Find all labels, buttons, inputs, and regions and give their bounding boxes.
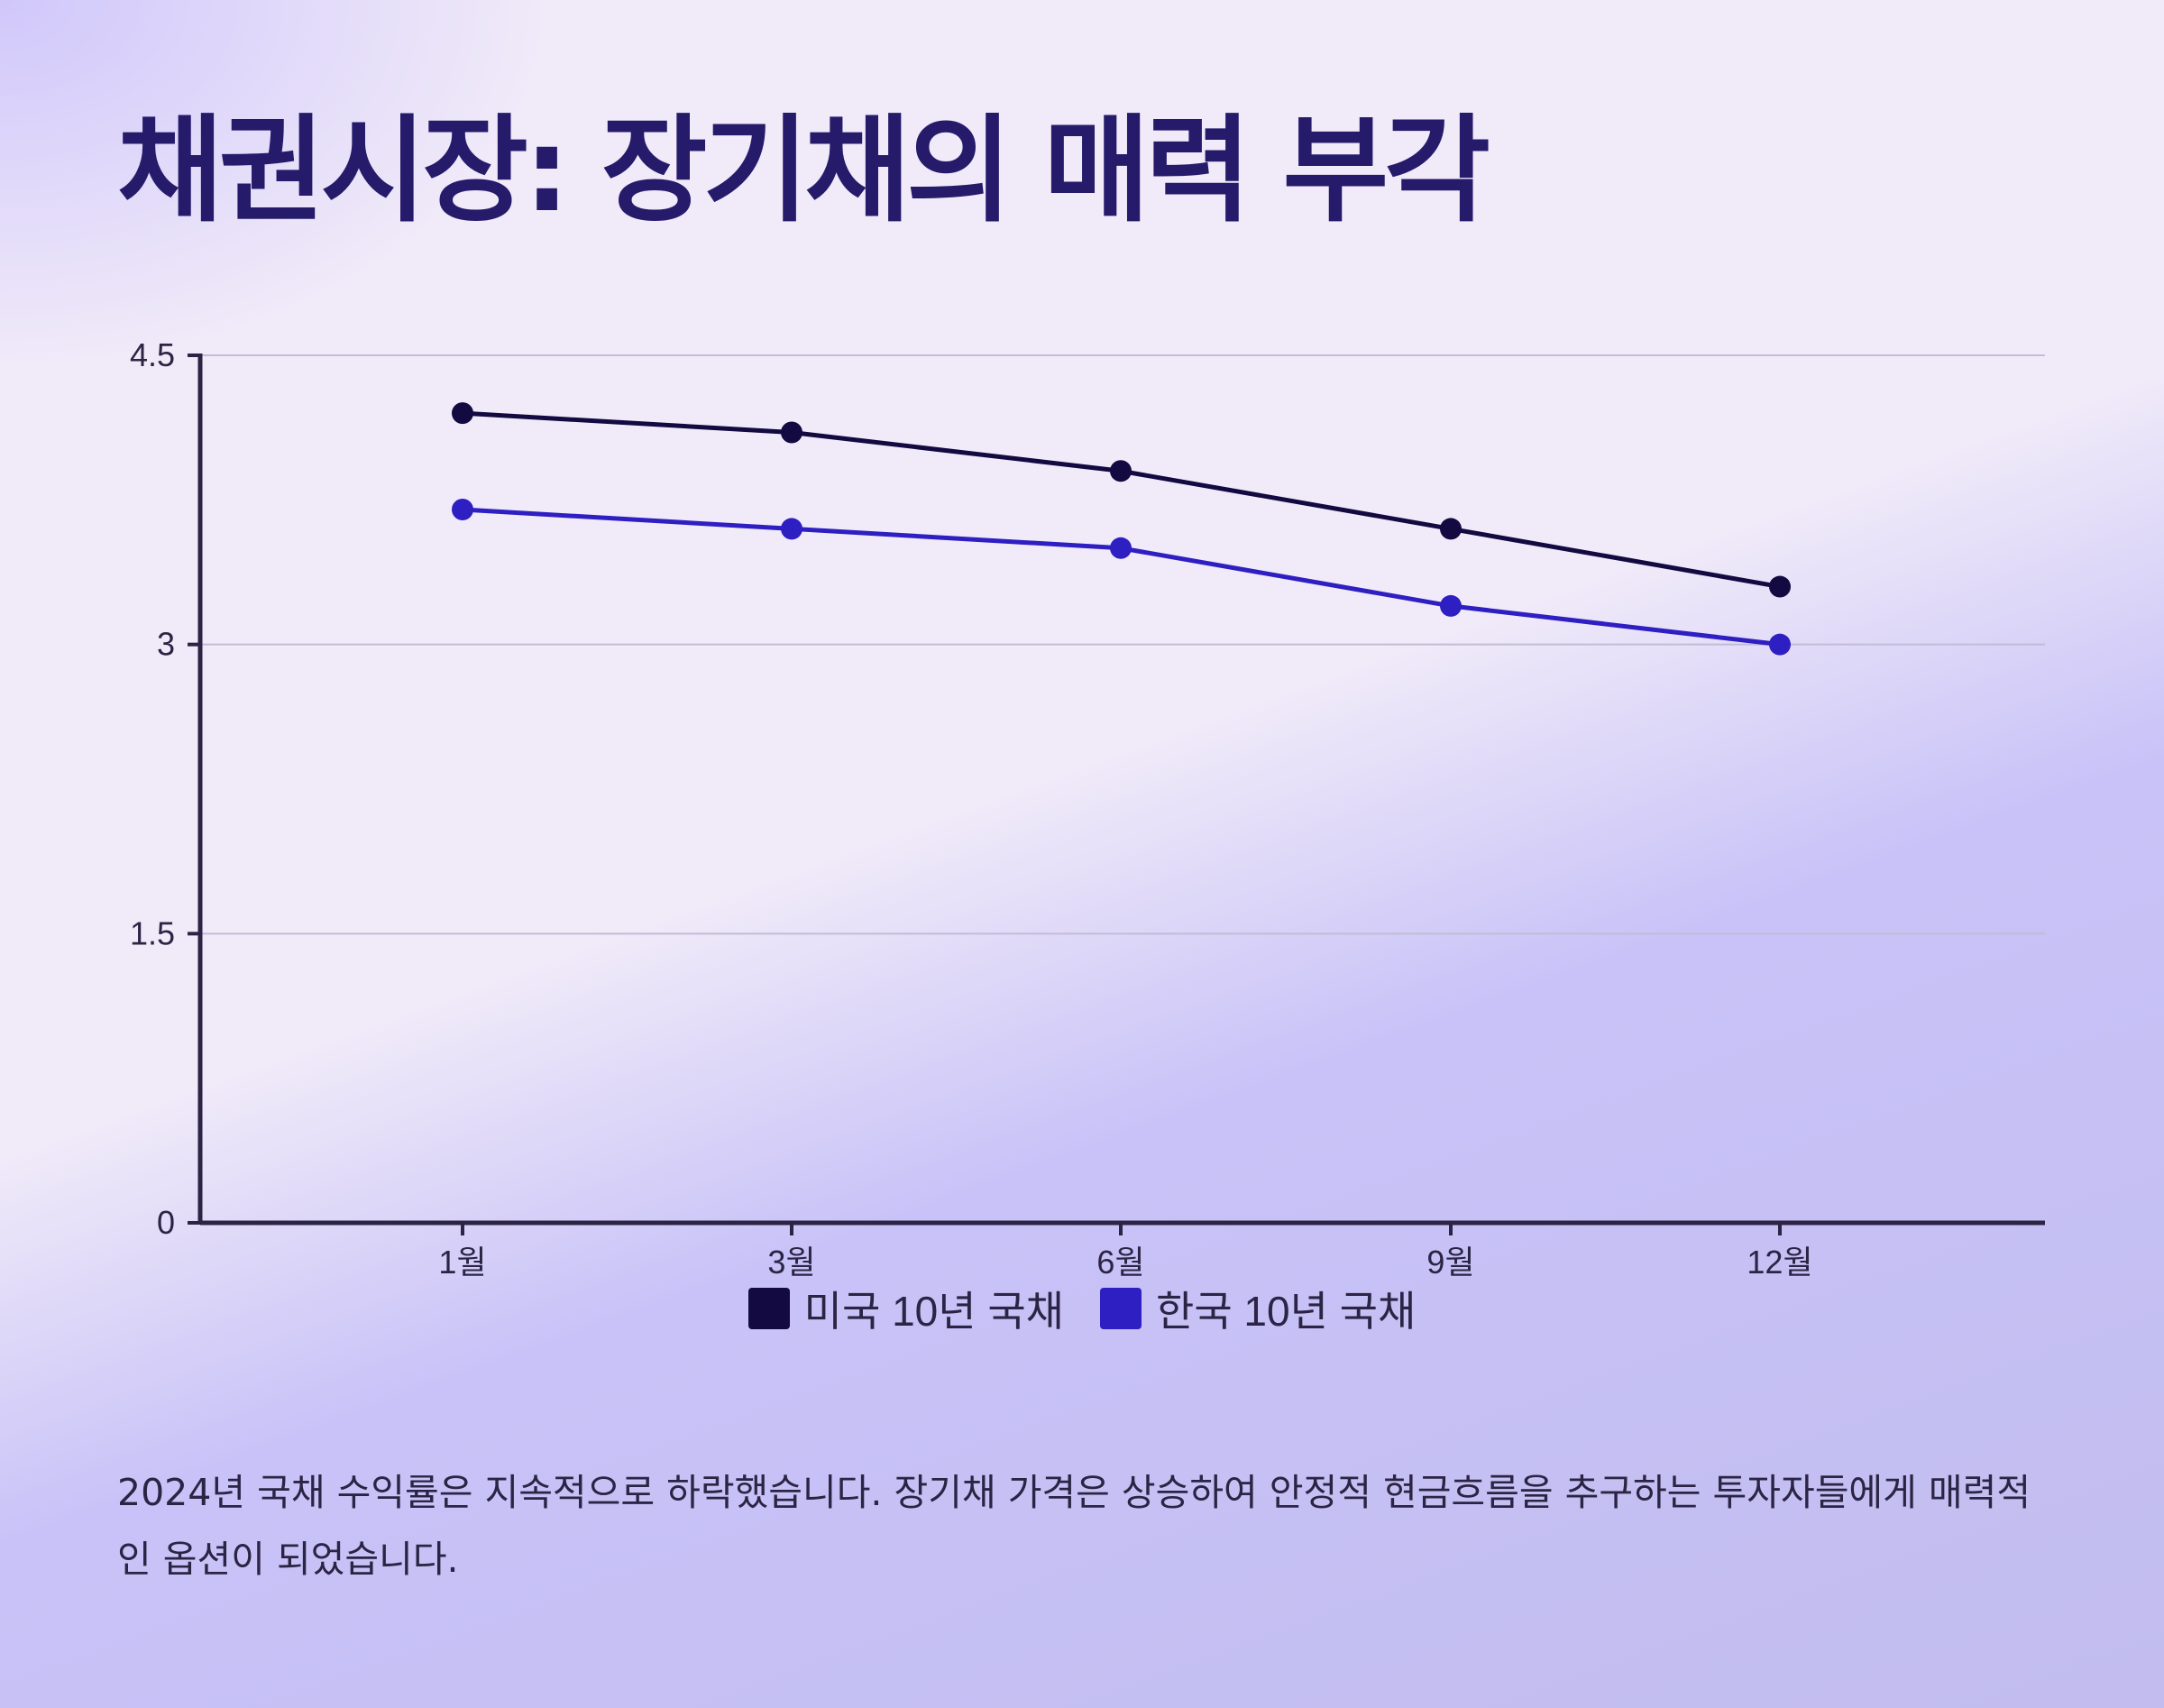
data-point-1 [452, 499, 473, 521]
data-point-1 [1440, 594, 1462, 617]
data-point-0 [781, 421, 802, 444]
series [452, 402, 1791, 656]
data-point-0 [1769, 575, 1791, 598]
legend-swatch-kr [1100, 1288, 1142, 1329]
x-tick-label: 6월 [1096, 1244, 1144, 1281]
data-point-0 [1440, 518, 1462, 540]
gridlines [200, 354, 2045, 935]
legend-item-kr: 한국 10년 국채 [1100, 1279, 1416, 1338]
x-tick-label: 3월 [767, 1244, 815, 1281]
legend: 미국 10년 국채 한국 10년 국채 [0, 1279, 2164, 1338]
data-point-0 [1110, 460, 1132, 482]
legend-item-us: 미국 10년 국채 [747, 1279, 1064, 1338]
data-point-1 [781, 518, 802, 540]
tick-labels: 0 1.5 3 4.5 1월 3월 6월 9월 12월 [130, 336, 1813, 1281]
x-tick-label: 12월 [1747, 1244, 1812, 1281]
x-tick-label: 9월 [1426, 1244, 1474, 1281]
legend-label-us: 미국 10년 국채 [803, 1288, 1064, 1335]
axes [188, 354, 2045, 1235]
series-line-0 [462, 410, 1781, 589]
x-tick-label: 1월 [438, 1244, 486, 1281]
legend-swatch-us [747, 1288, 790, 1329]
page-title: 채권시장: 장기채의 매력 부각 [117, 104, 1490, 238]
data-point-1 [1769, 633, 1791, 656]
y-tick-label: 1.5 [130, 914, 175, 951]
y-tick-label: 4.5 [130, 336, 175, 373]
data-point-0 [452, 402, 473, 425]
y-tick-label: 3 [157, 626, 175, 663]
data-point-1 [1110, 537, 1132, 559]
summary-text: 2024년 국채 수익률은 지속적으로 하락했습니다. 장기채 가격은 상승하여… [117, 1471, 2031, 1581]
y-tick-label: 0 [157, 1204, 175, 1241]
legend-label-kr: 한국 10년 국채 [1156, 1288, 1417, 1335]
series-line-1 [462, 507, 1781, 647]
